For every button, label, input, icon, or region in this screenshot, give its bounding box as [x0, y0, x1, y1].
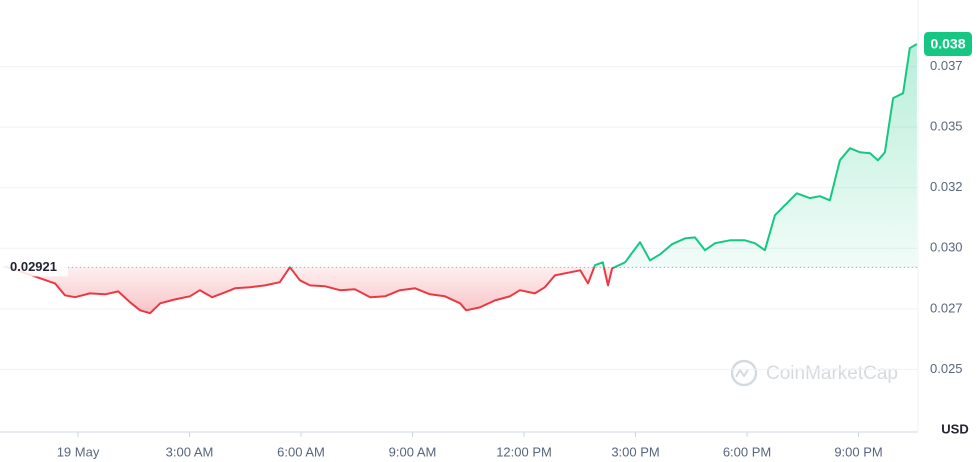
currency-label: USD — [941, 421, 968, 436]
x-tick-label: 6:00 PM — [723, 444, 771, 459]
y-tick-label: 0.032 — [930, 179, 963, 194]
y-tick-label: 0.037 — [930, 58, 963, 73]
x-tick-label: 19 May — [57, 444, 100, 459]
y-tick-label: 0.025 — [930, 361, 963, 376]
watermark-text: CoinMarketCap — [766, 363, 898, 384]
x-tick-label: 6:00 AM — [277, 444, 325, 459]
y-tick-label: 0.027 — [930, 300, 963, 315]
baseline-label-bg — [4, 256, 68, 277]
price-line — [4, 43, 918, 315]
baseline-label: 0.02921 — [10, 259, 57, 274]
x-tick-label: 3:00 PM — [611, 444, 659, 459]
x-tick-label: 9:00 AM — [389, 444, 437, 459]
watermark: CoinMarketCap — [730, 359, 898, 387]
price-marker-label: 0.038 — [930, 36, 965, 52]
price-marker — [924, 32, 972, 57]
x-tick-label: 9:00 PM — [834, 444, 882, 459]
x-tick-label: 12:00 PM — [496, 444, 552, 459]
y-tick-label: 0.035 — [930, 119, 963, 134]
x-tick-label: 3:00 AM — [166, 444, 214, 459]
price-area — [5, 44, 917, 314]
y-tick-label: 0.030 — [930, 240, 963, 255]
